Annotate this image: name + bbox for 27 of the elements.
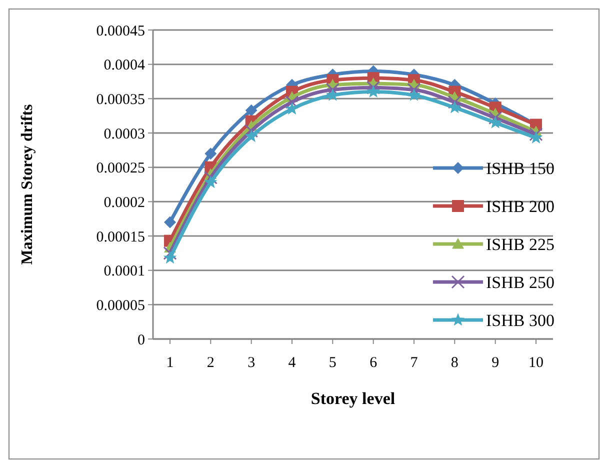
y-tick-label: 0.0002 [104, 194, 145, 211]
legend-label: ISHB 300 [486, 310, 554, 330]
y-tick-label: 0.0004 [104, 58, 146, 74]
legend-label: ISHB 225 [486, 234, 554, 254]
y-tick-label: 0 [138, 332, 145, 348]
x-tick-label: 2 [206, 355, 214, 371]
x-tick-label: 4 [288, 355, 296, 371]
y-tick-label: 0.0003 [104, 126, 145, 142]
y-tick-label: 0.0001 [104, 264, 145, 280]
y-tick-label: 0.00005 [96, 298, 145, 314]
x-tick-label: 3 [248, 355, 256, 371]
legend-label: ISHB 250 [486, 272, 554, 292]
legend-label: ISHB 150 [486, 158, 554, 178]
x-tick-label: 1 [166, 355, 174, 371]
x-tick-label: 9 [492, 355, 500, 371]
y-axis-title: Maximum Storey drifts [19, 104, 36, 265]
y-tick-label: 0.00025 [96, 160, 145, 177]
x-tick-label: 5 [328, 355, 336, 371]
x-tick-label: 10 [528, 355, 544, 371]
x-tick-label: 7 [410, 355, 418, 371]
x-tick-label: 6 [370, 355, 378, 371]
y-tick-label: 0.00045 [96, 23, 145, 40]
x-axis-title: Storey level [310, 389, 396, 408]
y-tick-label: 0.00035 [96, 92, 145, 108]
x-tick-label: 8 [450, 355, 458, 371]
legend-label: ISHB 200 [486, 196, 554, 216]
y-tick-label: 0.00015 [96, 229, 145, 246]
